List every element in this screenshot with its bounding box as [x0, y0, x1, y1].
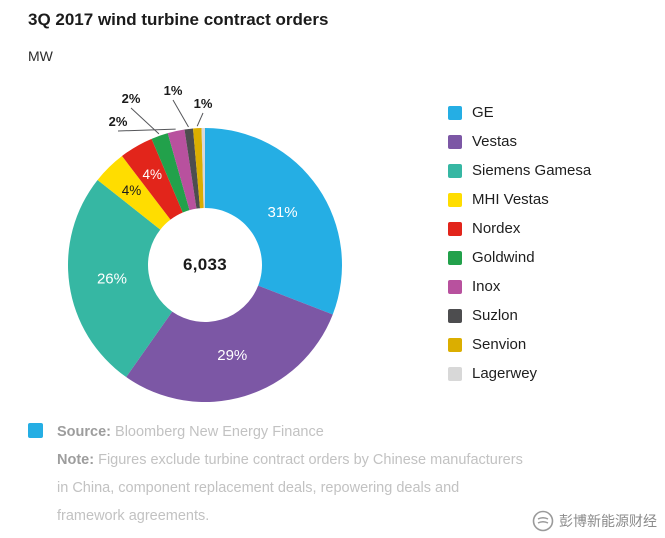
watermark-text: 彭博新能源财经 — [559, 513, 657, 529]
pie-slice-siemens-gamesa — [68, 179, 173, 378]
legend-swatch — [448, 279, 462, 294]
legend-swatch — [448, 163, 462, 178]
legend-label: Vestas — [472, 133, 518, 150]
legend-item-mhi-vestas: MHI Vestas — [448, 185, 591, 214]
slice-label: 2% — [109, 114, 128, 129]
legend-label: MHI Vestas — [472, 191, 549, 208]
legend-label: Nordex — [472, 220, 521, 237]
chart-legend: GE Vestas Siemens Gamesa MHI Vestas Nordex Go… — [448, 98, 591, 388]
legend-item-siemens-gamesa: Siemens Gamesa — [448, 156, 591, 185]
pie-slice-mhi-vestas — [97, 156, 171, 230]
chart-unit-label: MW — [28, 48, 53, 64]
pie-slice-inox — [167, 129, 197, 211]
source-text: Bloomberg New Energy Finance — [115, 424, 324, 440]
legend-item-suzlon: Suzlon — [448, 301, 591, 330]
pie-slice-suzlon — [184, 128, 201, 209]
footer-text: Source: Bloomberg New Energy Finance Not… — [57, 418, 527, 530]
legend-item-inox: Inox — [448, 272, 591, 301]
source-line: Source: Bloomberg New Energy Finance — [57, 418, 527, 446]
legend-swatch — [448, 250, 462, 265]
donut-chart: 31% 29% 26% 4% 4% 2% 2% 1% 1% — [10, 70, 410, 430]
pie-slice-ge — [205, 128, 343, 315]
slice-label: 1% — [194, 96, 213, 111]
note-line: Note: Figures exclude turbine contract o… — [57, 446, 527, 530]
legend-item-nordex: Nordex — [448, 214, 591, 243]
note-label: Note: — [57, 452, 95, 468]
legend-swatch — [448, 221, 462, 236]
label-leader-line — [117, 128, 176, 132]
legend-swatch — [448, 308, 462, 323]
legend-label: Goldwind — [472, 249, 535, 266]
note-text: Figures exclude turbine contract orders … — [57, 452, 523, 524]
legend-label: Lagerwey — [472, 365, 538, 382]
pie-slice-vestas — [126, 285, 333, 402]
legend-swatch — [448, 366, 462, 381]
label-leader-line — [172, 99, 189, 128]
slice-label: 2% — [122, 91, 141, 106]
donut-chart-svg: 31% 29% 26% 4%4% 2% 2% 1% 1% — [68, 83, 343, 402]
slice-label: 29% — [217, 347, 247, 364]
pie-slice-lagerwey — [201, 127, 205, 209]
pie-slice-senvion — [193, 128, 204, 209]
legend-label: Senvion — [472, 336, 527, 353]
slice-label: 26% — [97, 270, 127, 287]
legend-item-lagerwey: Lagerwey — [448, 359, 591, 388]
donut-center-total: 6,033 — [182, 255, 228, 274]
watermark: 彭博新能源财经 — [532, 510, 657, 532]
watermark-logo-icon — [532, 510, 554, 532]
legend-item-vestas: Vestas — [448, 127, 591, 156]
label-leader-line — [196, 112, 204, 127]
chart-title: 3Q 2017 wind turbine contract orders — [28, 10, 329, 29]
pie-slice-goldwind — [151, 133, 190, 213]
pie-slice-nordex — [122, 138, 183, 220]
legend-label: GE — [472, 104, 494, 121]
footer: Source: Bloomberg New Energy Finance Not… — [28, 418, 588, 530]
legend-item-senvion: Senvion — [448, 330, 591, 359]
legend-item-ge: GE — [448, 98, 591, 127]
legend-item-goldwind: Goldwind — [448, 243, 591, 272]
legend-swatch — [448, 134, 462, 149]
slice-label: 1% — [164, 83, 183, 98]
slice-label: 31% — [268, 204, 298, 221]
slice-label: 4% — [143, 167, 163, 182]
legend-label: Inox — [472, 278, 501, 295]
legend-swatch — [448, 337, 462, 352]
legend-label: Suzlon — [472, 307, 518, 324]
legend-swatch — [448, 105, 462, 120]
footer-source-swatch — [28, 423, 43, 438]
legend-swatch — [448, 192, 462, 207]
legend-label: Siemens Gamesa — [472, 162, 592, 179]
source-label: Source: — [57, 424, 111, 440]
slice-label: 4% — [122, 183, 142, 198]
